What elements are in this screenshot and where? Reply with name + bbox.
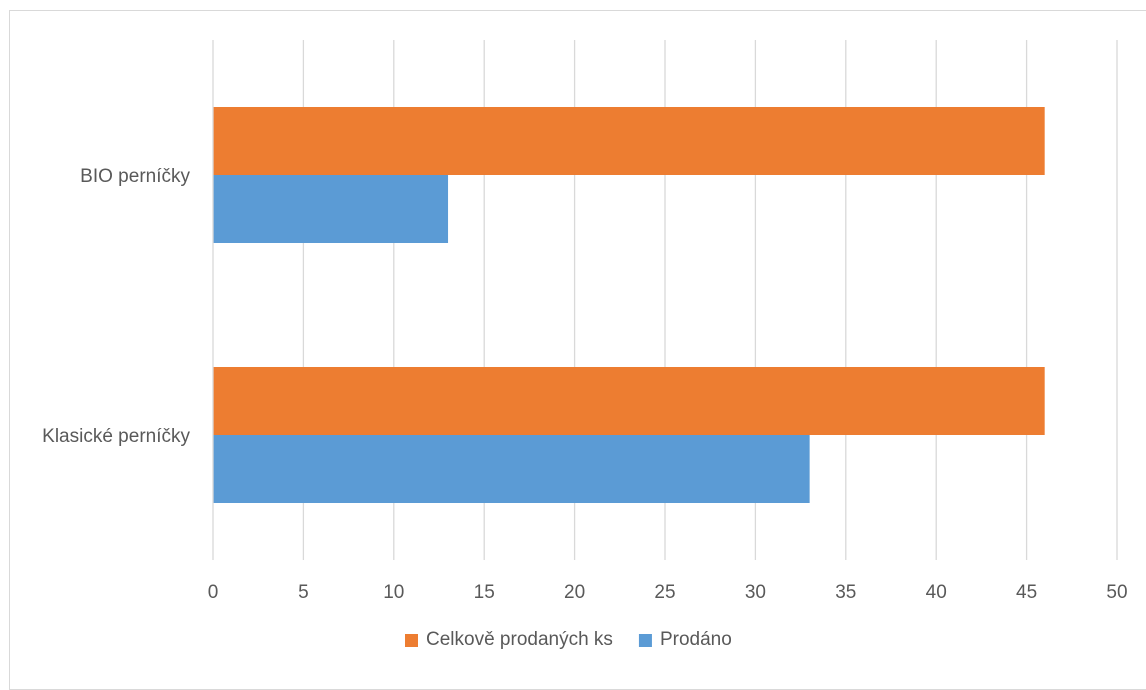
- x-tick-label-40: 40: [926, 582, 947, 603]
- category-label-0: Klasické perníčky: [42, 426, 190, 447]
- category-labels: Klasické perníčky BIO perníčky: [42, 166, 190, 447]
- category-label-1: BIO perníčky: [80, 166, 190, 187]
- legend-swatch-1: [638, 634, 652, 647]
- legend-label-1: Prodáno: [660, 629, 732, 650]
- bar-chart: 0 5 10 15 20 25 30 35 40 45 50 Klasické perníčky BI…: [42, 40, 1128, 650]
- x-tick-label-30: 30: [745, 582, 766, 603]
- x-tick-label-50: 50: [1106, 582, 1127, 603]
- x-tick-label-0: 0: [208, 582, 219, 603]
- x-tick-labels: 0 5 10 15 20 25 30 35 40 45 50: [208, 582, 1128, 603]
- x-tick-label-20: 20: [564, 582, 585, 603]
- bars: [213, 107, 1045, 503]
- x-tick-label-10: 10: [383, 582, 404, 603]
- bar-prodáno-1: [213, 175, 449, 243]
- bar-celkově-prodaných-ks-0: [213, 367, 1045, 435]
- x-tick-label-15: 15: [474, 582, 495, 603]
- x-tick-label-35: 35: [835, 582, 856, 603]
- legend: Celkově prodaných ks Prodáno: [405, 629, 732, 650]
- x-tick-label-25: 25: [654, 582, 675, 603]
- x-tick-label-45: 45: [1016, 582, 1037, 603]
- x-tick-label-5: 5: [298, 582, 309, 603]
- bar-celkově-prodaných-ks-1: [213, 107, 1045, 175]
- legend-swatch-0: [405, 634, 418, 647]
- bar-prodáno-0: [213, 435, 810, 503]
- legend-label-0: Celkově prodaných ks: [426, 629, 613, 650]
